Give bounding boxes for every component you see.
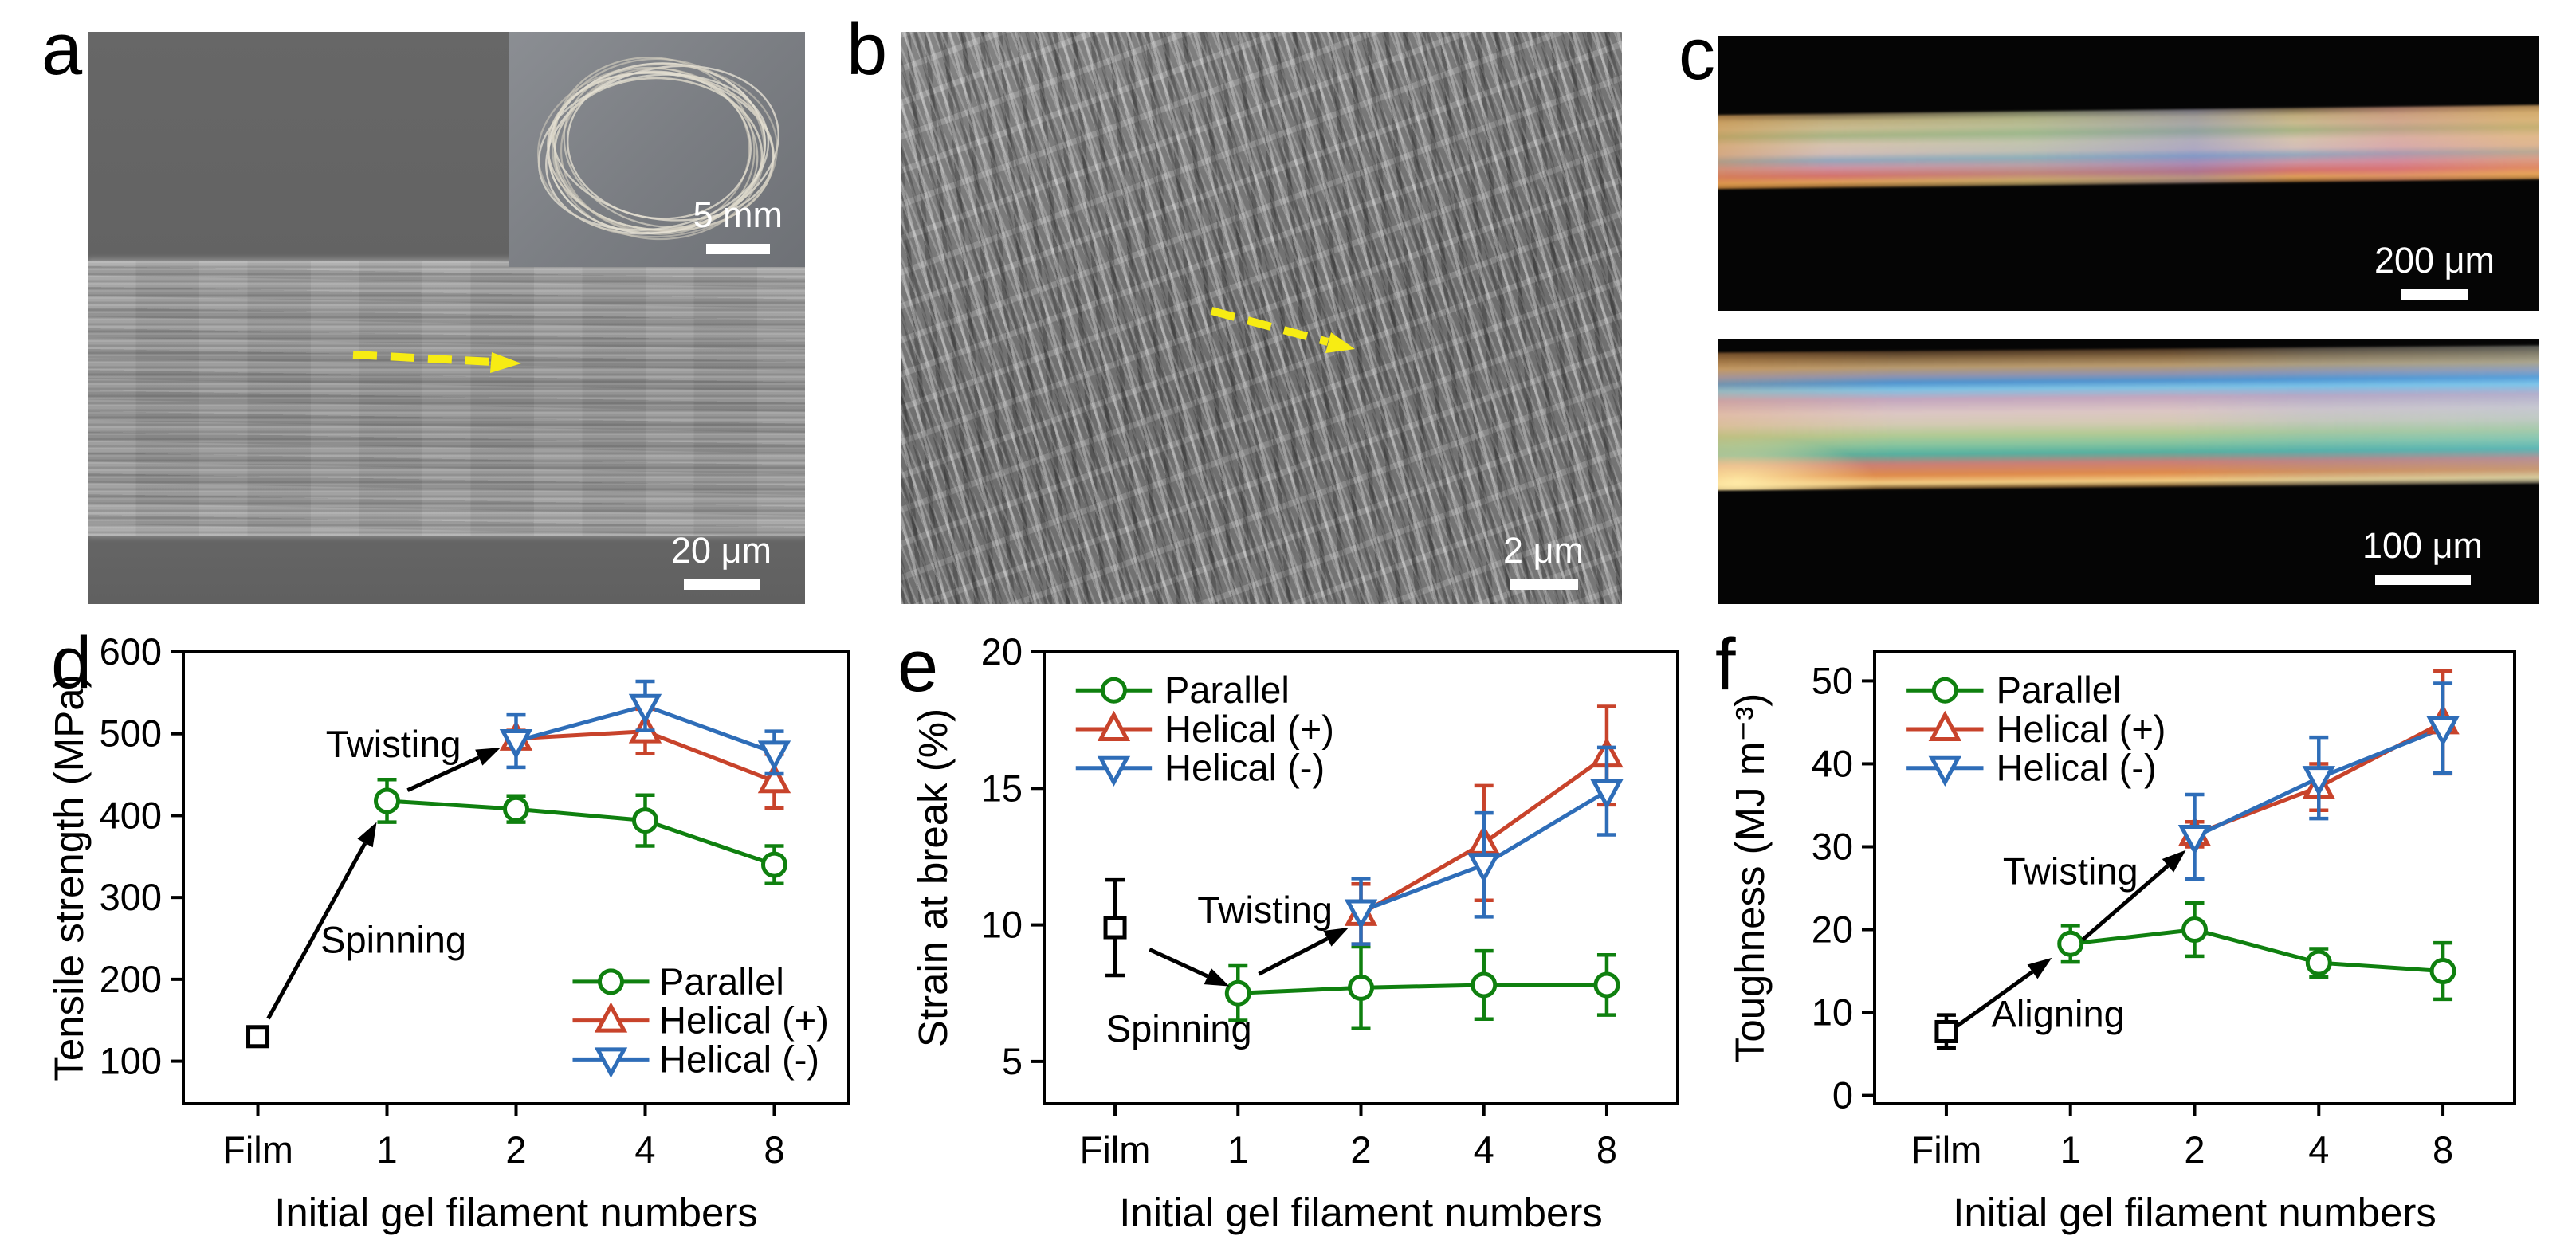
svg-text:Initial gel filament numbers: Initial gel filament numbers xyxy=(1953,1190,2437,1235)
svg-text:400: 400 xyxy=(100,794,162,836)
fibril-axis-arrow xyxy=(1210,307,1355,353)
panel-c-bottom-background: 100 μm xyxy=(1718,339,2539,604)
panel-d-label: d xyxy=(51,622,92,704)
panel-a-inset-scalebar-text: 5 mm xyxy=(693,194,783,235)
svg-text:Film: Film xyxy=(1080,1128,1151,1171)
panel-c-top-fiber xyxy=(1718,104,2539,190)
svg-text:600: 600 xyxy=(100,630,162,673)
svg-text:40: 40 xyxy=(1812,742,1853,784)
svg-text:Helical (+): Helical (+) xyxy=(659,999,829,1042)
svg-text:Parallel: Parallel xyxy=(1997,669,2122,711)
panel-c-bottom-fiber xyxy=(1718,345,2539,492)
panel-c-bottom-scalebar: 100 μm xyxy=(2362,524,2483,585)
svg-text:20: 20 xyxy=(1812,908,1853,951)
panel-a-inset-photo: 5 mm xyxy=(509,32,805,267)
panel-b-sem-image: 2 μm xyxy=(901,32,1622,604)
svg-text:1: 1 xyxy=(1227,1128,1248,1171)
svg-text:2: 2 xyxy=(505,1128,526,1171)
panel-a-fiber-band xyxy=(88,261,805,536)
svg-text:Twisting: Twisting xyxy=(2003,850,2138,893)
svg-text:5: 5 xyxy=(1002,1040,1023,1082)
svg-text:Initial gel filament numbers: Initial gel filament numbers xyxy=(1119,1190,1603,1235)
svg-text:Parallel: Parallel xyxy=(1164,669,1290,711)
svg-text:8: 8 xyxy=(1596,1128,1617,1171)
svg-text:Spinning: Spinning xyxy=(1106,1007,1252,1050)
panel-c-bottom-scalebar-line xyxy=(2374,575,2471,585)
chart-strain-at-break: 5 10 15 20 Film 1 2 4 8 Initial gel filament numb… xyxy=(910,630,1679,1235)
panel-a-scalebar: 20 μm xyxy=(671,529,772,590)
panel-c-bottom-scalebar-text: 100 μm xyxy=(2362,524,2483,566)
panel-c-pom-image-top: 200 μm xyxy=(1718,36,2539,311)
panel-a-label: a xyxy=(41,9,83,90)
panel-b-scalebar: 2 μm xyxy=(1503,529,1584,590)
svg-text:Helical (-): Helical (-) xyxy=(1164,747,1325,789)
svg-text:2: 2 xyxy=(2184,1128,2205,1171)
svg-text:1: 1 xyxy=(2060,1128,2081,1171)
panel-f-label: f xyxy=(1715,624,1736,705)
panel-b-scalebar-text: 2 μm xyxy=(1503,529,1584,571)
svg-text:100: 100 xyxy=(100,1040,162,1082)
svg-text:2: 2 xyxy=(1350,1128,1371,1171)
svg-text:Helical (+): Helical (+) xyxy=(1997,708,2166,750)
svg-text:Parallel: Parallel xyxy=(659,960,784,1003)
panel-a-scalebar-line xyxy=(683,579,760,590)
panel-b-scalebar-line xyxy=(1509,579,1578,590)
svg-text:4: 4 xyxy=(634,1128,655,1171)
svg-text:50: 50 xyxy=(1812,659,1853,701)
svg-text:10: 10 xyxy=(1812,991,1853,1034)
panel-a-scalebar-text: 20 μm xyxy=(671,529,772,571)
panel-c-top-scalebar-text: 200 μm xyxy=(2374,239,2495,281)
svg-text:Helical (-): Helical (-) xyxy=(1997,747,2157,789)
svg-text:Spinning: Spinning xyxy=(320,919,466,961)
panel-a-sem-image: 5 mm 20 μm xyxy=(88,32,805,604)
svg-text:20: 20 xyxy=(981,630,1023,673)
panel-a-inset-scalebar-line xyxy=(705,244,770,254)
svg-text:Helical (+): Helical (+) xyxy=(1164,708,1334,750)
svg-text:Twisting: Twisting xyxy=(1197,889,1333,931)
svg-text:10: 10 xyxy=(981,904,1023,946)
svg-text:Helical (-): Helical (-) xyxy=(659,1038,819,1080)
svg-text:Toughness (MJ m⁻³): Toughness (MJ m⁻³) xyxy=(1727,693,1773,1062)
svg-text:8: 8 xyxy=(2433,1128,2453,1171)
svg-text:Strain at break (%): Strain at break (%) xyxy=(910,708,956,1047)
svg-text:0: 0 xyxy=(1832,1074,1853,1116)
svg-text:500: 500 xyxy=(100,712,162,755)
chart-toughness: 0 10 20 30 40 50 Film 1 2 4 8 Initial gel filament … xyxy=(1727,650,2516,1235)
panel-a-background: 5 mm 20 μm xyxy=(88,32,805,604)
svg-text:4: 4 xyxy=(1474,1128,1494,1171)
svg-text:Twisting: Twisting xyxy=(326,723,461,765)
svg-text:4: 4 xyxy=(2308,1128,2329,1171)
svg-text:1: 1 xyxy=(376,1128,397,1171)
svg-text:Tensile strength (MPa): Tensile strength (MPa) xyxy=(48,674,92,1081)
panel-c-top-scalebar: 200 μm xyxy=(2374,239,2495,300)
panel-c-top-background: 200 μm xyxy=(1718,36,2539,311)
panel-c-pom-image-bottom: 100 μm xyxy=(1718,339,2539,604)
panel-b-label: b xyxy=(846,9,888,90)
coiled-fiber-illustration xyxy=(536,57,779,241)
svg-text:Film: Film xyxy=(1911,1128,1982,1171)
svg-text:8: 8 xyxy=(764,1128,784,1171)
fiber-axis-arrow xyxy=(352,351,521,373)
svg-text:200: 200 xyxy=(100,958,162,1000)
svg-text:30: 30 xyxy=(1812,825,1853,867)
svg-text:Aligning: Aligning xyxy=(1992,993,2125,1035)
svg-text:Initial gel filament numbers: Initial gel filament numbers xyxy=(274,1190,758,1235)
panel-c-label: c xyxy=(1679,14,1715,95)
panel-b-texture: 2 μm xyxy=(901,32,1622,604)
svg-text:300: 300 xyxy=(100,876,162,918)
panel-a-inset-scalebar: 5 mm xyxy=(693,194,783,254)
svg-text:15: 15 xyxy=(981,767,1023,809)
panel-c-top-scalebar-line xyxy=(2401,289,2468,300)
svg-text:Film: Film xyxy=(222,1128,293,1171)
panel-e-label: e xyxy=(897,626,939,707)
